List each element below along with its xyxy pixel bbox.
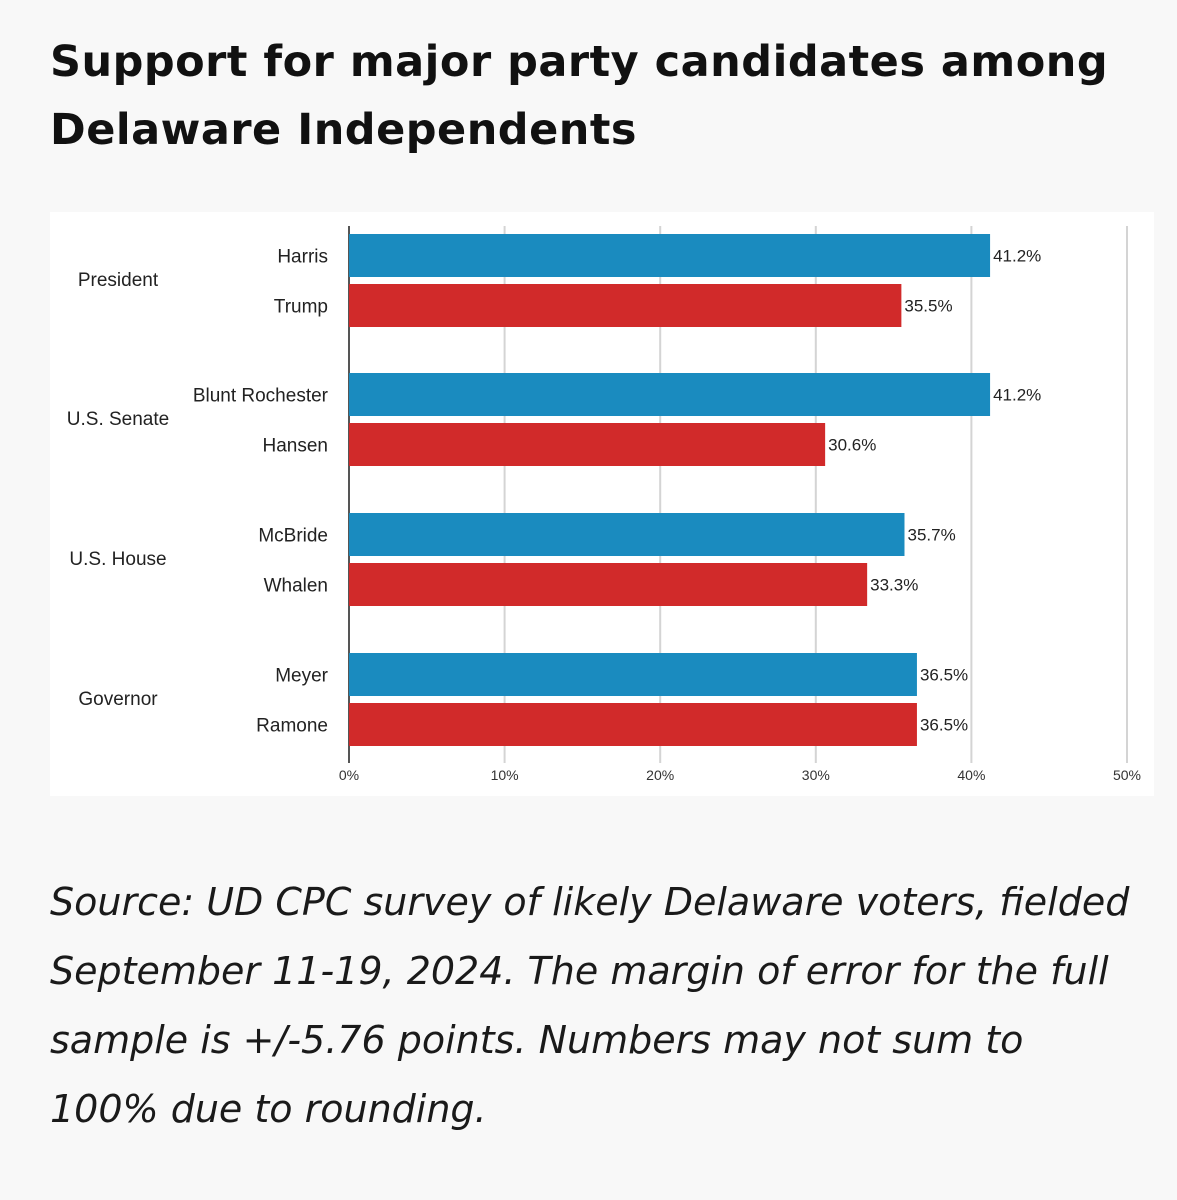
bar-republican <box>349 563 868 606</box>
x-tick-label: 50% <box>1113 767 1141 783</box>
bar-democrat <box>349 653 917 696</box>
candidate-label: McBride <box>258 526 328 547</box>
x-tick-label: 0% <box>339 767 359 783</box>
x-tick-label: 30% <box>802 767 830 783</box>
bar-democrat <box>349 513 905 556</box>
data-label: 33.3% <box>870 576 918 595</box>
source-note: Source: UD CPC survey of likely Delaware… <box>50 880 1130 1131</box>
bar-republican <box>349 423 826 466</box>
data-label: 30.6% <box>828 436 876 455</box>
race-label: U.S. House <box>69 549 166 570</box>
candidate-label: Meyer <box>275 666 328 687</box>
race-label: Governor <box>78 689 158 710</box>
candidate-label: Ramone <box>256 716 328 737</box>
candidate-label: Harris <box>277 247 328 268</box>
bar-democrat <box>349 373 991 416</box>
data-label: 41.2% <box>993 247 1041 266</box>
bar-democrat <box>349 234 991 277</box>
candidate-label: Whalen <box>264 576 328 597</box>
x-tick-label: 10% <box>491 767 519 783</box>
x-tick-label: 20% <box>646 767 674 783</box>
x-tick-label: 40% <box>957 767 985 783</box>
bar-republican <box>349 703 917 746</box>
data-label: 35.7% <box>907 526 955 545</box>
bar-chart: 0% 10% 20% 30% 40% 50% President Harris 41.2% Tru… <box>67 226 1141 783</box>
chart-title: Support for major party candidates among… <box>50 37 1109 155</box>
race-label: President <box>78 270 159 291</box>
data-label: 41.2% <box>993 386 1041 405</box>
chart-panel: 0% 10% 20% 30% 40% 50% President Harris 41.2% Tru… <box>50 212 1154 796</box>
data-label: 36.5% <box>920 716 968 735</box>
candidate-label: Hansen <box>263 436 329 457</box>
candidate-label: Blunt Rochester <box>193 386 329 407</box>
race-label: U.S. Senate <box>67 409 169 430</box>
bar-republican <box>349 284 902 327</box>
candidate-label: Trump <box>274 297 328 318</box>
data-label: 35.5% <box>904 297 952 316</box>
data-label: 36.5% <box>920 666 968 685</box>
